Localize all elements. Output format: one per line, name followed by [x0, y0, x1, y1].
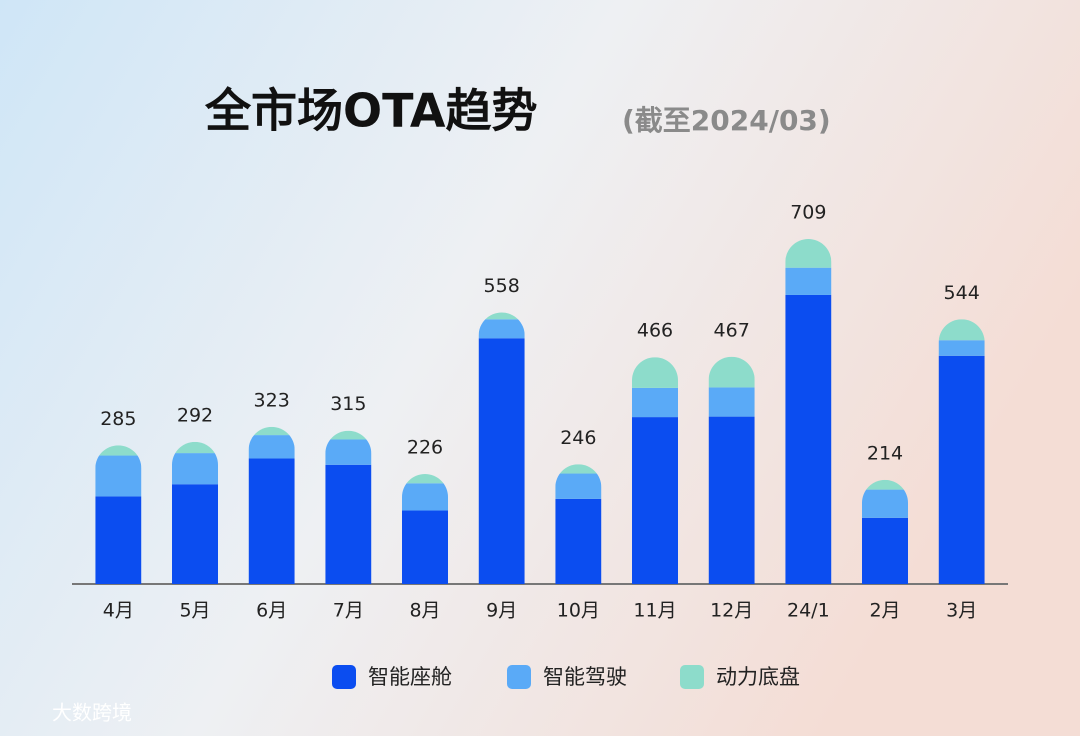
bar-stack	[862, 479, 908, 584]
bar-segment	[172, 441, 218, 454]
bar-stack	[555, 464, 602, 584]
total-label: 709	[790, 202, 826, 224]
total-label: 226	[407, 437, 443, 459]
bar-segment	[478, 312, 525, 320]
total-label: 292	[177, 404, 213, 426]
bar-segment	[555, 473, 602, 499]
bar-segment	[95, 455, 142, 497]
total-label: 466	[637, 320, 673, 342]
bar-segment	[555, 464, 602, 474]
chart-subtitle: (截至2024/03)	[622, 104, 831, 137]
bar-segment	[862, 479, 908, 490]
bar-stack	[708, 356, 755, 584]
x-tick-label: 2月	[869, 600, 900, 622]
total-label: 315	[330, 393, 366, 415]
bar-segment	[325, 464, 372, 584]
bar-stack	[478, 312, 525, 584]
bar-stack	[325, 430, 372, 584]
bar-segment	[95, 496, 142, 584]
total-label: 214	[867, 442, 903, 464]
bar-segment	[785, 267, 832, 295]
bar-stack	[95, 445, 142, 584]
legend-swatch	[680, 665, 704, 689]
bar-segment	[862, 517, 908, 584]
bar-stack	[785, 239, 832, 584]
total-label: 467	[714, 319, 750, 341]
legend-label: 智能座舱	[368, 665, 452, 689]
legend-label: 动力底盘	[716, 665, 800, 689]
bar-segment	[248, 458, 295, 584]
x-tick-label: 7月	[333, 600, 364, 622]
bar-segment	[785, 294, 832, 584]
x-tick-label: 6月	[256, 600, 287, 622]
x-tick-label: 4月	[103, 600, 134, 622]
bar-segment	[402, 474, 448, 484]
bar-segment	[555, 498, 602, 584]
bar-stack	[248, 426, 295, 584]
bar-segment	[325, 439, 372, 465]
total-label: 285	[100, 408, 136, 430]
bar-stack	[938, 319, 985, 584]
bar-segment	[325, 430, 372, 440]
bar-segment	[478, 338, 525, 584]
bar-segment	[172, 484, 218, 584]
x-tick-label: 11月	[633, 600, 676, 622]
legend-swatch	[332, 665, 356, 689]
total-label: 323	[254, 389, 290, 411]
bar-stack	[402, 474, 448, 584]
total-label: 558	[484, 275, 520, 297]
x-tick-label: 8月	[409, 600, 440, 622]
bar-segment	[938, 355, 985, 584]
chart-title: 全市场OTA趋势	[204, 84, 538, 138]
bar-stack	[172, 441, 218, 584]
x-tick-label: 24/1	[787, 600, 830, 622]
bar-segment	[708, 387, 755, 417]
legend-label: 智能驾驶	[543, 665, 627, 689]
bar-segment	[478, 319, 525, 339]
bar-segment	[95, 445, 142, 456]
bar-segment	[938, 319, 985, 341]
x-tick-label: 5月	[179, 600, 210, 622]
bar-stack	[632, 357, 678, 584]
bar-segment	[938, 340, 985, 356]
total-label: 246	[560, 427, 596, 449]
watermark: 大数跨境	[52, 701, 132, 725]
x-tick-label: 12月	[710, 600, 753, 622]
total-label: 544	[944, 282, 980, 304]
legend-swatch	[507, 665, 531, 689]
bar-segment	[402, 510, 448, 584]
x-tick-label: 9月	[486, 600, 517, 622]
bar-segment	[632, 387, 678, 418]
bar-segment	[172, 453, 218, 485]
bar-segment	[632, 417, 678, 584]
bar-segment	[248, 435, 295, 459]
bar-segment	[862, 489, 908, 518]
bar-segment	[248, 426, 295, 436]
x-tick-label: 10月	[557, 600, 600, 622]
x-tick-label: 3月	[946, 600, 977, 622]
bar-segment	[402, 483, 448, 511]
bar-segment	[708, 416, 755, 584]
